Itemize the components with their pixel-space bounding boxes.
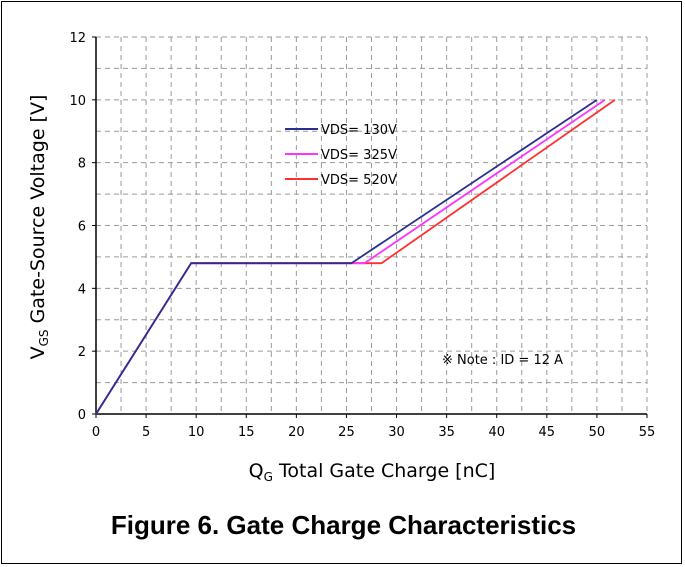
y-axis-title-text: Gate-Source Voltage [V]: [27, 95, 49, 330]
x-tick-label: 5: [142, 425, 150, 440]
x-axis-title-symbol: Q: [249, 460, 264, 482]
legend-label: VDS= 325V: [321, 148, 397, 163]
x-axis-title: QG Total Gate Charge [nC]: [249, 460, 496, 484]
y-tick-label: 2: [78, 345, 86, 360]
x-tick-label: 50: [589, 425, 606, 440]
tick-labels: 0 5 10 15 20 25 30 35 40 45 50 55 0 2 4 6 8 10 12: [69, 31, 655, 440]
x-tick-label: 20: [288, 425, 305, 440]
x-tick-label: 30: [388, 425, 405, 440]
y-tick-label: 4: [78, 282, 86, 297]
x-tick-label: 0: [92, 425, 100, 440]
y-tick-label: 10: [69, 94, 86, 109]
legend: VDS= 130V VDS= 325V VDS= 520V: [285, 123, 397, 188]
x-tick-label: 25: [338, 425, 355, 440]
x-axis-title-subscript: G: [264, 470, 273, 484]
x-tick-label: 35: [438, 425, 455, 440]
y-tick-label: 0: [78, 408, 86, 423]
figure-caption: Figure 6. Gate Charge Characteristics: [110, 510, 577, 540]
series-line: [95, 99, 598, 415]
series-lines: [95, 99, 616, 415]
y-tick-label: 12: [69, 31, 86, 46]
legend-label: VDS= 130V: [321, 123, 397, 138]
x-tick-label: 15: [238, 425, 255, 440]
x-tick-label: 10: [188, 425, 205, 440]
y-axis-title-subscript: GS: [37, 329, 51, 346]
legend-label: VDS= 520V: [321, 173, 397, 188]
y-axis-title-symbol: V: [27, 346, 49, 359]
gate-charge-chart: 0 5 10 15 20 25 30 35 40 45 50 55 0 2 4 6 8 10 12 VDS= 130…: [27, 31, 655, 484]
test-condition-note: ※ Note : ID = 12 A: [442, 353, 563, 368]
y-tick-label: 6: [78, 220, 86, 235]
x-tick-label: 55: [639, 425, 656, 440]
x-tick-label: 40: [488, 425, 505, 440]
x-axis-title-text: Total Gate Charge [nC]: [273, 460, 495, 482]
grid-lines: [96, 36, 648, 414]
y-tick-label: 8: [78, 157, 86, 172]
x-tick-label: 45: [539, 425, 556, 440]
y-axis-title: VGS Gate-Source Voltage [V]: [27, 95, 51, 360]
